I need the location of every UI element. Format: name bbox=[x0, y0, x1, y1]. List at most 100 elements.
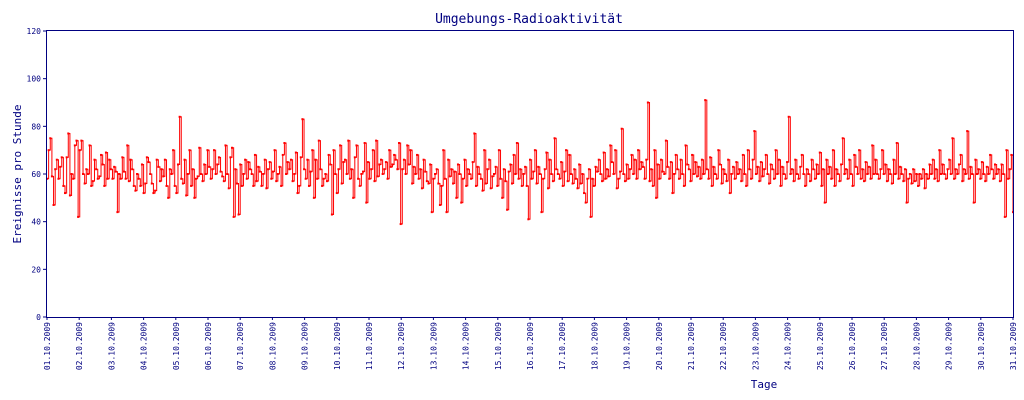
data-point bbox=[961, 180, 964, 183]
data-point bbox=[59, 165, 62, 168]
x-tick-label: 27.10.2009 bbox=[880, 322, 889, 370]
data-point bbox=[404, 173, 407, 175]
data-point bbox=[815, 163, 818, 166]
data-point bbox=[692, 173, 695, 175]
data-point bbox=[306, 158, 309, 161]
data-point bbox=[566, 180, 569, 183]
data-point bbox=[98, 175, 101, 178]
data-point bbox=[424, 170, 427, 173]
data-point bbox=[65, 156, 68, 159]
data-point bbox=[448, 175, 451, 178]
chart-title: Umgebungs-Radioaktivität bbox=[435, 12, 623, 27]
data-point bbox=[599, 173, 602, 175]
data-point bbox=[412, 165, 415, 168]
data-point bbox=[764, 153, 767, 156]
data-point bbox=[127, 180, 130, 183]
data-point bbox=[802, 173, 805, 175]
data-point bbox=[612, 173, 615, 175]
data-point bbox=[443, 177, 446, 180]
y-tick-label: 60 bbox=[31, 170, 41, 179]
data-point bbox=[849, 173, 852, 175]
data-point bbox=[484, 182, 487, 185]
data-point bbox=[967, 177, 970, 180]
data-point bbox=[989, 153, 992, 156]
data-point bbox=[155, 158, 158, 161]
data-point bbox=[949, 173, 952, 175]
data-point bbox=[373, 180, 376, 183]
data-point bbox=[728, 192, 731, 195]
data-point bbox=[714, 173, 717, 175]
data-point bbox=[329, 163, 332, 166]
data-point bbox=[317, 139, 320, 142]
data-point bbox=[576, 187, 579, 190]
data-point bbox=[1010, 153, 1013, 156]
data-point bbox=[334, 173, 337, 175]
data-point bbox=[741, 153, 744, 156]
x-tick-label: 21.10.2009 bbox=[687, 322, 696, 370]
data-point bbox=[62, 184, 65, 187]
data-point bbox=[170, 173, 173, 175]
data-point bbox=[411, 182, 414, 185]
data-point bbox=[535, 182, 538, 185]
data-point bbox=[255, 180, 258, 183]
data-point bbox=[473, 132, 476, 135]
x-axis-label: Tage bbox=[751, 378, 778, 391]
data-point bbox=[271, 170, 274, 173]
data-point bbox=[132, 184, 135, 187]
data-point bbox=[840, 163, 843, 166]
data-point bbox=[491, 175, 494, 178]
data-point bbox=[666, 165, 669, 168]
data-point bbox=[589, 215, 592, 218]
data-point bbox=[881, 149, 884, 152]
data-point bbox=[139, 184, 142, 187]
data-point bbox=[162, 175, 165, 178]
data-point bbox=[316, 177, 319, 180]
data-point bbox=[265, 187, 268, 190]
data-point bbox=[774, 149, 777, 152]
data-point bbox=[515, 142, 518, 145]
data-point bbox=[532, 170, 535, 173]
data-point bbox=[758, 180, 761, 183]
data-point bbox=[800, 153, 803, 156]
data-point bbox=[727, 158, 730, 161]
data-point bbox=[609, 144, 612, 147]
data-point bbox=[756, 165, 759, 168]
data-point bbox=[389, 165, 392, 168]
data-point bbox=[145, 156, 148, 159]
data-point bbox=[771, 168, 774, 171]
data-point bbox=[47, 149, 50, 152]
data-point bbox=[699, 177, 702, 180]
data-point bbox=[458, 173, 461, 175]
data-point bbox=[542, 177, 545, 180]
data-point bbox=[671, 192, 674, 195]
data-point bbox=[280, 184, 283, 187]
x-tick-label: 01.10.2009 bbox=[43, 322, 52, 370]
data-point bbox=[414, 173, 417, 175]
data-point bbox=[312, 196, 315, 199]
data-point bbox=[325, 180, 328, 183]
x-tick-label: 30.10.2009 bbox=[977, 322, 986, 370]
data-point bbox=[581, 173, 584, 175]
data-point bbox=[517, 177, 520, 180]
data-point bbox=[625, 163, 628, 166]
data-point bbox=[191, 168, 194, 171]
data-point bbox=[998, 180, 1001, 183]
data-point bbox=[617, 177, 620, 180]
data-point bbox=[921, 168, 924, 171]
data-point bbox=[987, 173, 990, 175]
data-point bbox=[422, 158, 425, 161]
data-point bbox=[234, 168, 237, 171]
data-point bbox=[638, 168, 641, 171]
data-point bbox=[959, 153, 962, 156]
data-point bbox=[172, 149, 175, 152]
x-tick-label: 04.10.2009 bbox=[140, 322, 149, 370]
data-point bbox=[474, 184, 477, 187]
data-point bbox=[813, 177, 816, 180]
data-point bbox=[502, 168, 505, 171]
data-point bbox=[828, 165, 831, 168]
data-point bbox=[763, 168, 766, 171]
data-point bbox=[471, 161, 474, 164]
x-tick-label: 10.10.2009 bbox=[333, 322, 342, 370]
data-point bbox=[226, 173, 229, 175]
